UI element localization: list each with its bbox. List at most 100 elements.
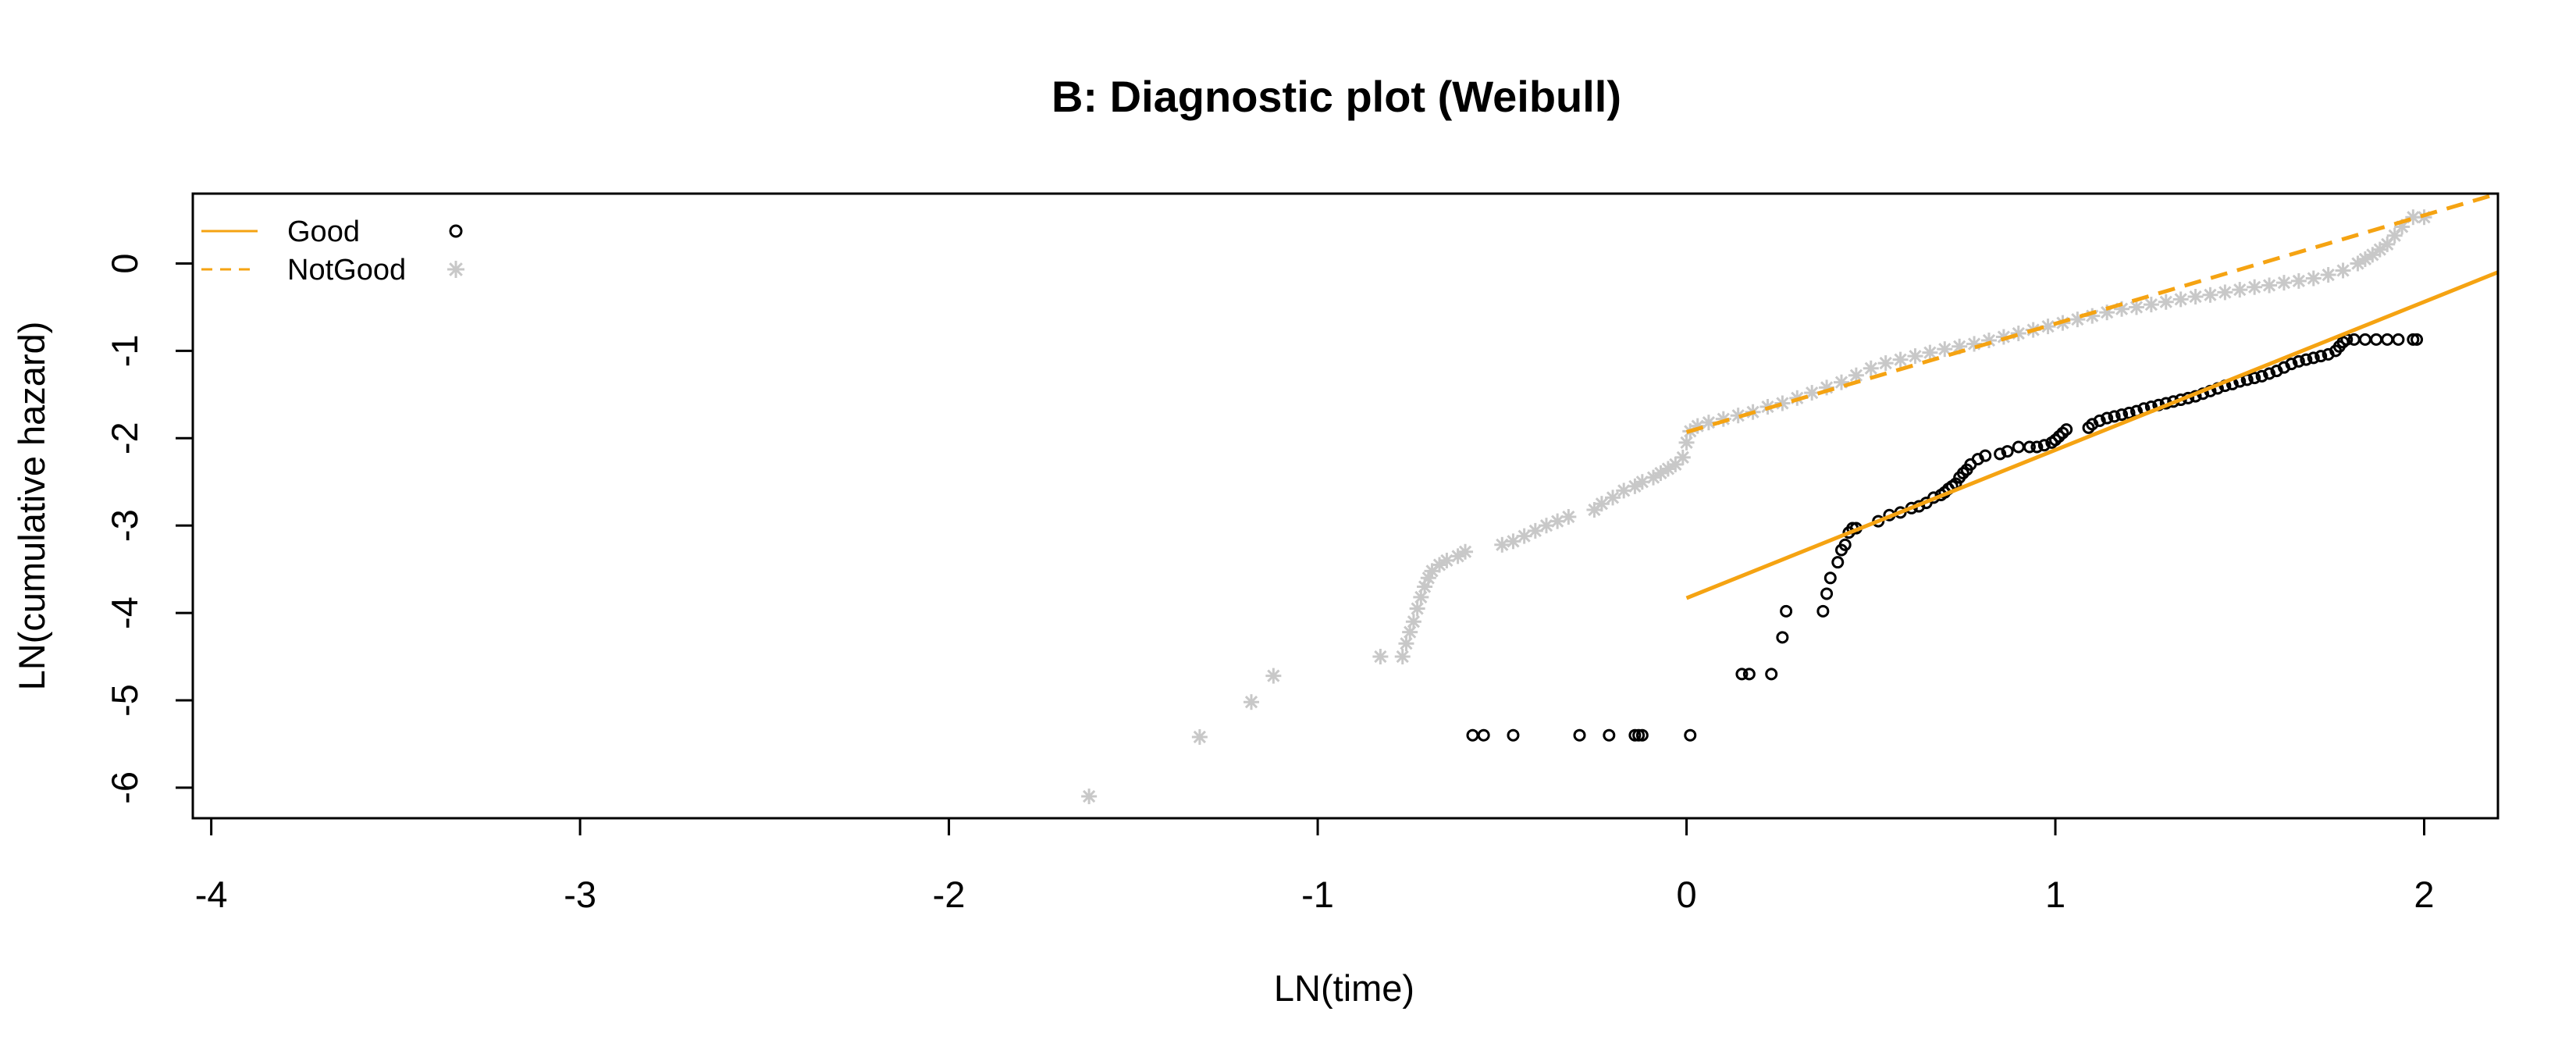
good-point [2392,333,2405,346]
notgood-point [2128,299,2144,315]
notgood-point [1678,434,1695,450]
notgood-fit-line [1685,191,2499,434]
good-point [2263,367,2276,380]
good-point [1994,447,2007,461]
notgood-point [2143,297,2159,313]
series-good [1466,333,2424,742]
good-point [2407,333,2420,346]
good-point [2001,445,2014,458]
good-point [1635,728,1649,742]
notgood-point [1804,385,1820,401]
y-tick-label: -5 [104,684,145,717]
notgood-point [2371,241,2388,258]
good-point [2037,439,2051,452]
good-point [1573,728,1586,742]
good-point [2300,353,2313,366]
notgood-point [1674,449,1691,465]
good-point [1823,572,1837,585]
notgood-point [1394,649,1411,665]
notgood-point [2320,267,2336,283]
good-point [2108,410,2121,423]
good-point [2255,369,2268,383]
series-notgood [1081,209,2432,805]
notgood-point [1372,649,1389,665]
notgood-point [1409,600,1425,617]
y-tick-label: -6 [104,771,145,804]
y-tick-label: -2 [104,422,145,454]
notgood-point [1907,348,1923,365]
notgood-point [1892,351,1909,368]
notgood-point [1560,508,1577,525]
good-point [1684,728,1697,742]
notgood-point [1593,496,1610,512]
notgood-point [2010,326,2026,342]
notgood-point [2290,272,2307,289]
good-point [2093,414,2106,427]
legend: Good NotGood [201,215,464,287]
good-point [2358,333,2371,346]
y-axis-label: LN(cumulative hazard) [11,322,52,691]
notgood-point [1398,636,1414,652]
notgood-point [2305,270,2322,287]
notgood-point [1505,533,1521,550]
notgood-point [2202,287,2218,303]
notgood-point [2158,294,2174,310]
notgood-point [2247,279,2263,295]
good-point [2115,408,2129,422]
y-tick-label: -3 [104,509,145,542]
notgood-point [1081,789,1098,805]
good-point [2122,406,2136,419]
fit-lines [1685,191,2499,600]
good-point [1735,668,1749,681]
good-point [2292,354,2305,368]
x-tick-label: 1 [2045,874,2065,915]
good-point [1507,728,1520,742]
notgood-point [1605,490,1621,506]
notgood-point [1405,614,1421,630]
good-point [1820,587,1834,600]
good-point [1603,728,1616,742]
legend-label-good: Good [287,215,360,248]
notgood-point [1700,415,1717,431]
good-point [2314,350,2328,363]
notgood-point [2335,262,2351,279]
x-axis: -4 -3 -2 -1 0 1 2 [195,817,2435,915]
x-tick-label: -2 [933,874,966,915]
good-point [2101,411,2114,425]
notgood-point [2040,319,2056,335]
notgood-point [1833,374,1849,390]
good-point [2012,440,2025,454]
x-tick-label: -4 [195,874,228,915]
good-fit-line [1685,270,2499,600]
good-point [1765,668,1778,681]
notgood-point [2172,291,2189,308]
notgood-point [1922,344,1938,361]
good-point [1466,728,1479,742]
notgood-point [1966,336,1983,352]
notgood-point [2275,275,2292,291]
notgood-point [1937,341,1953,358]
chart-title: B: Diagnostic plot (Weibull) [1051,72,1621,121]
notgood-point [1516,528,1532,544]
good-point [2307,351,2320,365]
good-point [1742,668,1756,681]
notgood-point [1265,668,1282,684]
notgood-point [1863,360,1879,376]
plot-frame [191,192,2500,820]
good-point [1776,631,1789,644]
good-point [1632,728,1646,742]
good-point [1780,604,1793,618]
good-point [2023,440,2036,454]
good-point [2060,423,2073,436]
x-tick-label: -1 [1301,874,1334,915]
notgood-point [2217,284,2233,301]
notgood-point [1457,543,1474,560]
legend-marker-notgood [447,261,464,278]
x-tick-label: 2 [2414,874,2434,915]
notgood-point [1191,728,1208,745]
good-point [2370,333,2383,346]
notgood-point [1774,395,1791,411]
x-axis-label: LN(time) [1274,967,1414,1009]
notgood-point [1877,355,1894,372]
